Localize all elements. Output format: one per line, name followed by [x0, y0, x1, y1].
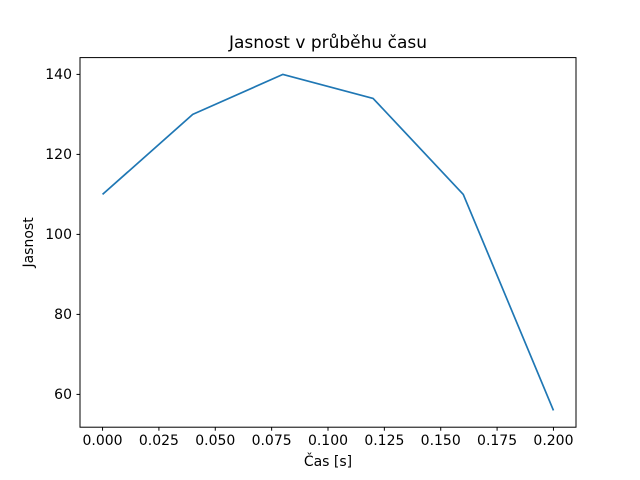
chart-title: Jasnost v průběhu času	[228, 33, 427, 53]
x-tick-label: 0.025	[139, 433, 179, 449]
x-tick-label: 0.050	[195, 433, 235, 449]
y-tick-label: 60	[54, 387, 72, 403]
data-line	[101, 73, 555, 411]
x-tick-label: 0.200	[533, 433, 573, 449]
x-axis-label: Čas [s]	[304, 452, 352, 470]
x-tick-label: 0.000	[82, 433, 122, 449]
y-tick-label: 80	[54, 307, 72, 323]
y-tick-label: 120	[45, 147, 72, 163]
x-ticks: 0.000 0.025 0.050 0.075 0.100 0.125 0.150 0.175…	[82, 427, 574, 449]
x-tick-label: 0.150	[421, 433, 461, 449]
x-tick-label: 0.075	[252, 433, 292, 449]
y-tick-label: 140	[45, 67, 72, 83]
x-tick-label: 0.100	[308, 433, 348, 449]
x-tick-label: 0.125	[364, 433, 404, 449]
plot-area	[79, 57, 577, 428]
y-ticks: 60 80 100 120 140	[45, 67, 80, 403]
y-axis-label: Jasnost	[21, 217, 37, 269]
y-tick-label: 100	[45, 227, 72, 243]
x-tick-label: 0.175	[477, 433, 517, 449]
